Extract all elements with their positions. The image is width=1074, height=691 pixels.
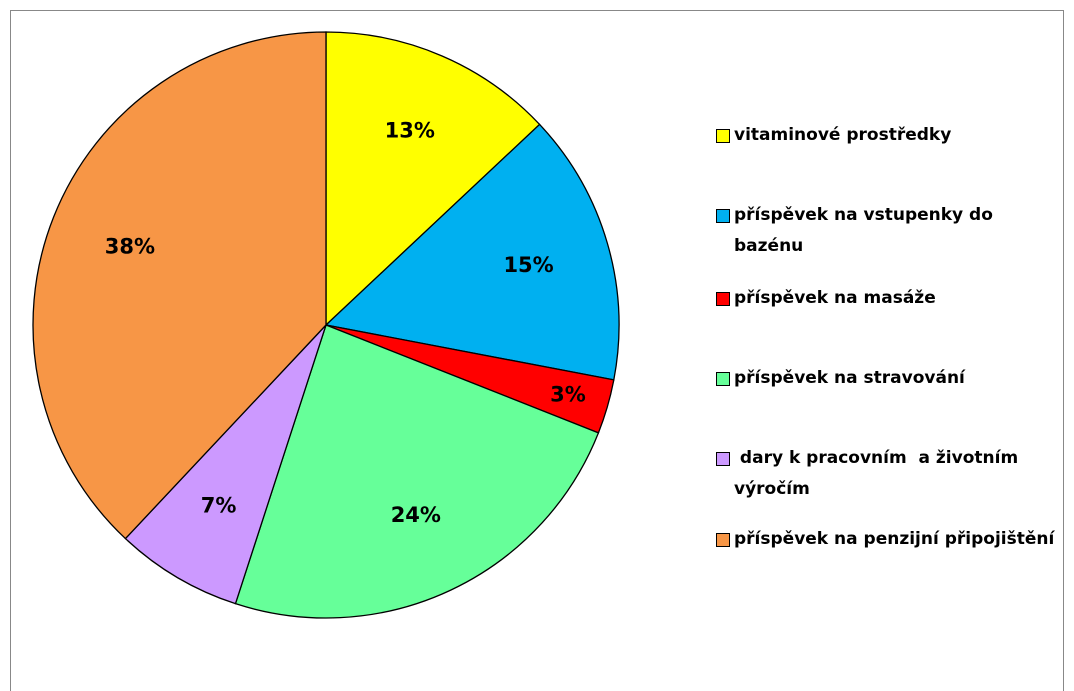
- legend-item: příspěvek na vstupenky do bazénu: [716, 200, 1056, 262]
- legend-label: dary k pracovním a životním výročím: [734, 448, 1025, 499]
- data-label: 15%: [503, 253, 553, 277]
- legend-item: vitaminové prostředky: [716, 120, 951, 151]
- pie-slice: [324, 123, 620, 381]
- legend-item: příspěvek na stravování: [716, 363, 965, 394]
- legend-swatch: [716, 209, 730, 223]
- legend-item: příspěvek na masáže: [716, 283, 936, 314]
- legend-swatch: [716, 372, 730, 386]
- legend-label: příspěvek na masáže: [734, 288, 936, 308]
- data-label: 24%: [391, 503, 441, 527]
- pie-slice: [234, 324, 600, 619]
- chart-frame: [10, 10, 1064, 691]
- legend-swatch: [716, 292, 730, 306]
- legend-swatch: [716, 129, 730, 143]
- data-label: 3%: [550, 382, 586, 406]
- pie-slice: [32, 31, 327, 540]
- legend-label: vitaminové prostředky: [734, 125, 952, 145]
- legend-item: dary k pracovním a životním výročím: [716, 443, 1056, 505]
- data-label: 38%: [105, 234, 155, 258]
- legend-label: příspěvek na vstupenky do bazénu: [734, 205, 999, 256]
- data-label: 7%: [201, 494, 237, 518]
- legend-swatch: [716, 533, 730, 547]
- legend-item: příspěvek na penzijní připojištění: [716, 524, 1054, 555]
- pie-slice: [325, 31, 541, 327]
- pie-slice: [124, 324, 327, 605]
- legend-swatch: [716, 452, 730, 466]
- legend-label: příspěvek na stravování: [734, 368, 965, 388]
- legend-label: příspěvek na penzijní připojištění: [734, 529, 1055, 549]
- data-label: 13%: [385, 118, 435, 142]
